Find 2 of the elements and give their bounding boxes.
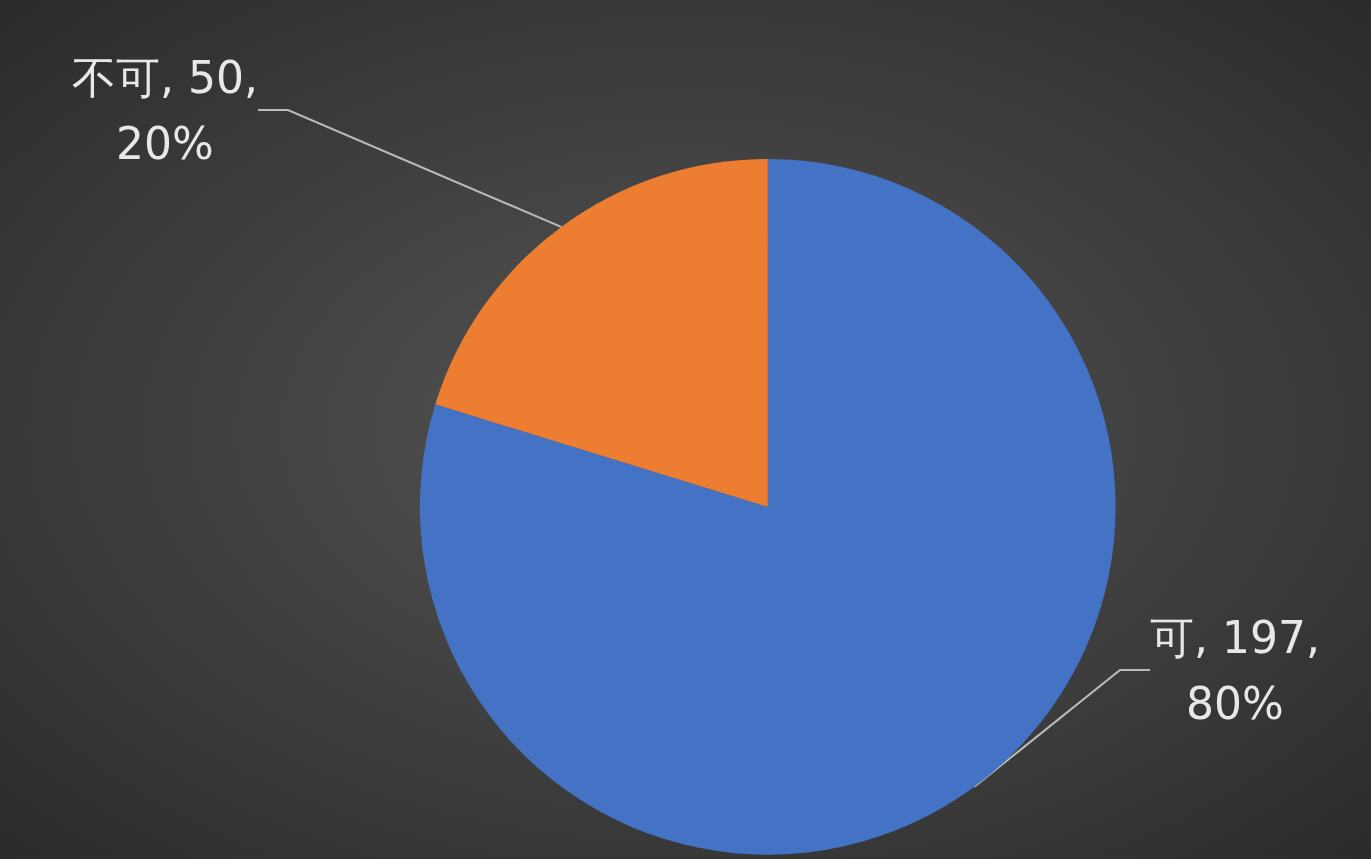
slice-label: 不可, 50, 20%: [72, 51, 258, 169]
slice-label: 可, 197, 80%: [1150, 611, 1320, 729]
